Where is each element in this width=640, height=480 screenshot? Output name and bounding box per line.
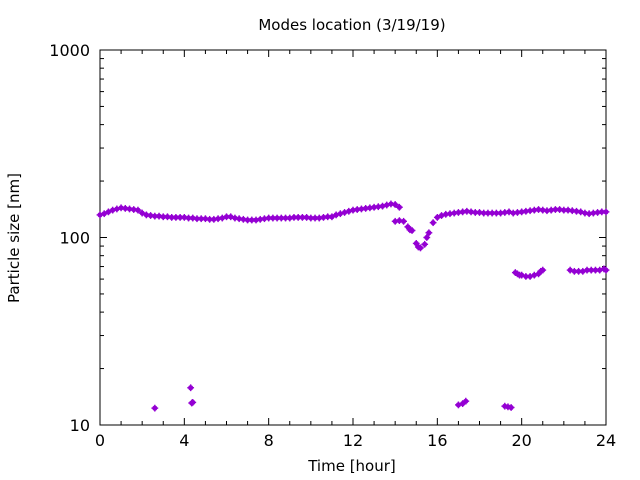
data-point: [602, 208, 610, 216]
chart-title: Modes location (3/19/19): [258, 16, 445, 34]
data-point: [391, 201, 399, 208]
ticks-layer: [99, 49, 607, 426]
data-point: [583, 266, 591, 274]
y-tick-label: 10: [70, 416, 90, 435]
data-point: [185, 214, 192, 222]
data-point: [151, 212, 159, 220]
x-tick-label: 20: [511, 431, 531, 450]
data-point: [151, 404, 159, 412]
data-point: [265, 214, 273, 222]
x-tick-label: 8: [264, 431, 274, 450]
data-point: [223, 213, 230, 221]
data-point: [539, 266, 547, 274]
data-point: [366, 204, 374, 212]
data-point: [277, 214, 285, 222]
data-point: [134, 206, 142, 214]
x-tick-label: 16: [427, 431, 447, 450]
data-point: [587, 266, 595, 274]
data-point: [425, 229, 433, 237]
plot-frame: [99, 49, 607, 426]
y-axis-label: Particle size [nm]: [5, 173, 23, 303]
data-point: [408, 227, 416, 234]
data-point: [138, 209, 146, 217]
data-point: [197, 215, 205, 223]
data-point: [395, 203, 403, 211]
data-point: [462, 397, 470, 405]
data-point: [492, 209, 500, 217]
data-point: [189, 398, 197, 406]
data-point: [159, 213, 167, 221]
data-point: [315, 214, 323, 222]
y-tick-labels: 10 100 1000: [49, 41, 90, 435]
data-point: [187, 384, 195, 392]
points-layer: [96, 200, 610, 412]
data-point: [417, 244, 424, 252]
x-tick-label: 4: [179, 431, 189, 450]
x-tick-labels: 0 4 8 12 16 20 24: [95, 431, 616, 450]
data-point: [395, 217, 403, 225]
data-point: [429, 219, 437, 227]
data-point: [193, 215, 201, 223]
data-point: [370, 203, 378, 211]
x-axis-label: Time [hour]: [307, 457, 396, 475]
data-point: [100, 210, 108, 218]
data-point: [455, 209, 462, 216]
data-point: [307, 214, 315, 222]
y-tick-label: 1000: [49, 41, 90, 60]
data-point: [507, 404, 515, 411]
x-tick-label: 0: [95, 431, 105, 450]
data-point: [539, 206, 547, 214]
data-point: [423, 234, 431, 241]
data-point: [421, 240, 429, 248]
x-tick-label: 24: [596, 431, 616, 450]
data-point: [602, 266, 610, 274]
x-tick-label: 12: [343, 431, 363, 450]
data-point: [547, 206, 555, 214]
y-tick-label: 100: [59, 229, 90, 248]
